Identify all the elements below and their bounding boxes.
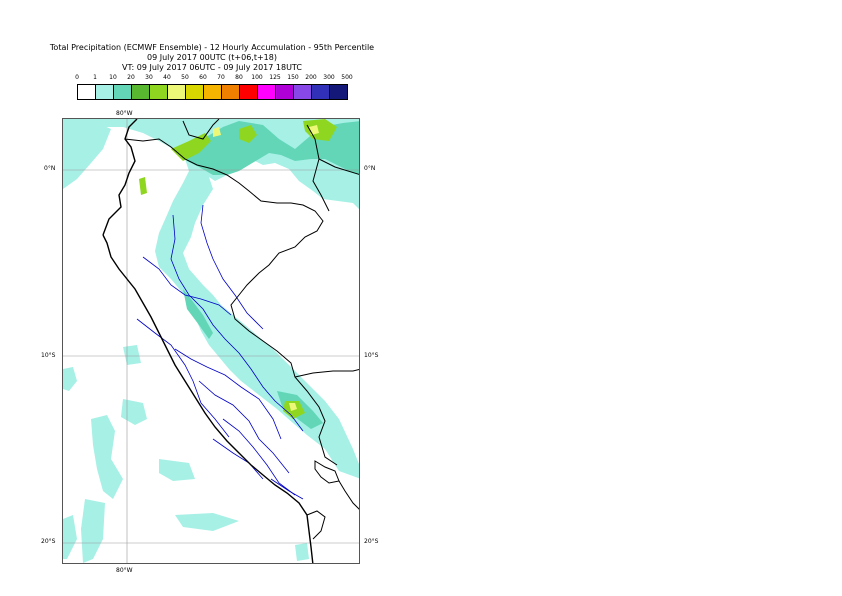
- legend-tick-label: 1: [93, 74, 97, 81]
- river-line: [136, 318, 230, 438]
- precip-light-ocean-9: [295, 543, 309, 561]
- legend-tick-label: 0: [75, 74, 79, 81]
- precip-green-spot-3: [303, 119, 337, 141]
- legend-tick-label: 30: [145, 74, 153, 81]
- lon-label-bottom: 80°W: [116, 567, 133, 574]
- precipitation-shading: [63, 119, 359, 563]
- precip-light-ocean-4: [159, 459, 195, 481]
- river-line: [174, 348, 282, 440]
- river-line: [142, 256, 232, 316]
- lat-label-20s-right: 20°S: [364, 538, 379, 545]
- precip-green-spot-2: [239, 125, 257, 143]
- river-line: [200, 204, 264, 330]
- precip-light-west: [63, 121, 111, 189]
- lon-label-top: 80°W: [116, 110, 133, 117]
- legend-tick-label: 20: [127, 74, 135, 81]
- map-frame: [62, 118, 360, 564]
- base-time: 09 July 2017 00UTC (t+06,t+18): [147, 53, 277, 62]
- river-line: [270, 478, 304, 500]
- border-line: [306, 510, 326, 540]
- legend-swatch: [311, 84, 330, 100]
- legend-swatch: [329, 84, 348, 100]
- precip-light-ocean-7: [63, 515, 77, 559]
- legend-swatch: [149, 84, 168, 100]
- legend-swatch: [185, 84, 204, 100]
- legend-tick-label: 100: [251, 74, 263, 81]
- legend-tick-label: 500: [341, 74, 353, 81]
- legend-swatch: [239, 84, 258, 100]
- river-line: [222, 418, 296, 496]
- legend-tick-label: 80: [235, 74, 243, 81]
- precip-light-ocean-6: [175, 513, 239, 531]
- coast-line: [102, 119, 138, 236]
- legend-swatch: [275, 84, 294, 100]
- legend-tick-label: 10: [109, 74, 117, 81]
- precip-light-ocean-2: [91, 415, 123, 499]
- precip-light-ocean-8: [123, 345, 141, 365]
- coastline: [102, 119, 314, 563]
- precip-light-ocean-1: [63, 367, 77, 391]
- legend-tick-label: 125: [269, 74, 281, 81]
- color-legend: 0 1 10 20 30 40 50 60 70 80 100 125 150 200 300 500: [60, 74, 360, 104]
- border-line: [182, 119, 220, 140]
- legend-swatch: [293, 84, 312, 100]
- legend-swatch: [131, 84, 150, 100]
- border-line: [294, 368, 359, 378]
- river-line: [170, 214, 304, 432]
- precip-yellow-spot-2: [213, 127, 221, 137]
- lat-label-20s-left: 20°S: [41, 538, 56, 545]
- precip-green-spot-5: [139, 177, 147, 195]
- river-line: [212, 438, 264, 480]
- legend-tick-label: 200: [305, 74, 317, 81]
- lat-label-10s-left: 10°S: [41, 352, 56, 359]
- legend-swatch: [113, 84, 132, 100]
- map-title: Total Precipitation (ECMWF Ensemble) - 1…: [49, 43, 375, 52]
- valid-time: VT: 09 July 2017 06UTC - 09 July 2017 18…: [122, 63, 302, 72]
- lat-label-10s-right: 10°S: [364, 352, 379, 359]
- legend-tick-label: 50: [181, 74, 189, 81]
- precip-light-ocean-5: [81, 499, 105, 563]
- river-line: [198, 380, 290, 474]
- precip-green-spot-1: [171, 133, 211, 161]
- border-line: [338, 480, 359, 510]
- internal-borders: [136, 204, 304, 500]
- legend-tick-label: 70: [217, 74, 225, 81]
- precip-yellow-spot-3: [289, 403, 297, 411]
- legend-tick-label: 40: [163, 74, 171, 81]
- border-line: [312, 158, 330, 212]
- legend-tick-label: 150: [287, 74, 299, 81]
- precip-medium-band: [183, 289, 213, 339]
- lat-label-eq-left: 0°N: [44, 165, 56, 172]
- legend-swatch: [203, 84, 222, 100]
- border-line: [314, 460, 340, 484]
- legend-tick-label: 60: [199, 74, 207, 81]
- title-block: Total Precipitation (ECMWF Ensemble) - 1…: [0, 43, 424, 73]
- legend-tick-label: 300: [323, 74, 335, 81]
- legend-swatch: [95, 84, 114, 100]
- lat-label-eq-right: 0°N: [364, 165, 376, 172]
- legend-swatch: [257, 84, 276, 100]
- precip-light-region: [63, 119, 359, 479]
- coast-line: [102, 234, 314, 563]
- precip-light-ocean-3: [121, 399, 147, 425]
- legend-swatch: [77, 84, 96, 100]
- graticule: [63, 119, 359, 563]
- precipitation-map: [63, 119, 359, 563]
- country-borders: [124, 119, 359, 540]
- legend-swatch: [167, 84, 186, 100]
- legend-swatch: [221, 84, 240, 100]
